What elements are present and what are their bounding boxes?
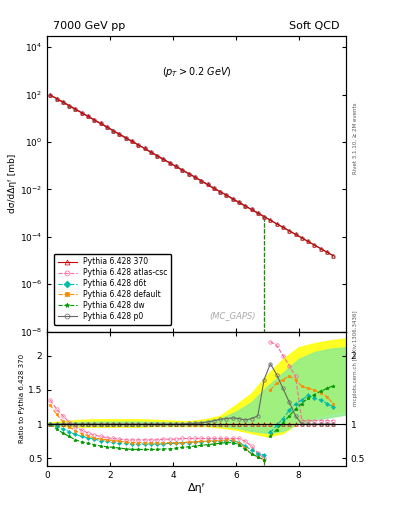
- Text: (MC_GAPS): (MC_GAPS): [209, 311, 255, 319]
- Text: 7000 GeV pp: 7000 GeV pp: [53, 22, 125, 31]
- Y-axis label: dσ/dΔηᶠ [mb]: dσ/dΔηᶠ [mb]: [8, 154, 17, 214]
- X-axis label: Δηᶠ: Δηᶠ: [187, 482, 206, 493]
- Y-axis label: Ratio to Pythia 6.428 370: Ratio to Pythia 6.428 370: [19, 354, 25, 443]
- Text: mcplots.cern.ch [arXiv:1306.3436]: mcplots.cern.ch [arXiv:1306.3436]: [353, 311, 358, 406]
- Text: Rivet 3.1.10, ≥ 2M events: Rivet 3.1.10, ≥ 2M events: [353, 102, 358, 174]
- Legend: Pythia 6.428 370, Pythia 6.428 atlas-csc, Pythia 6.428 d6t, Pythia 6.428 default: Pythia 6.428 370, Pythia 6.428 atlas-csc…: [54, 253, 171, 325]
- Text: $(p_T > 0.2$ GeV$)$: $(p_T > 0.2$ GeV$)$: [162, 66, 231, 79]
- Text: Soft QCD: Soft QCD: [289, 22, 340, 31]
